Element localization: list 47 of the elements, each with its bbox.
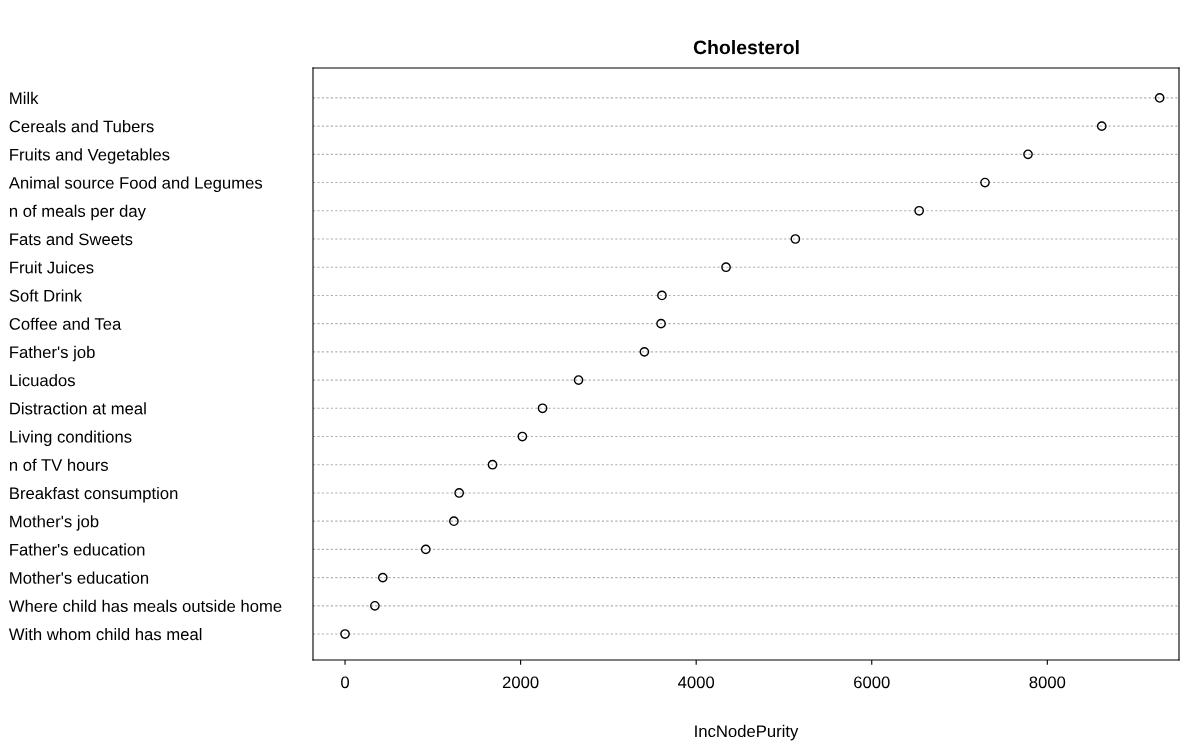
- y-tick-label: Fats and Sweets: [10, 232, 133, 246]
- x-tick-label: 4000: [678, 676, 715, 689]
- y-tick-label: With whom child has meal: [8, 628, 202, 641]
- point: [537, 403, 548, 414]
- point: [1096, 121, 1107, 131]
- x-tick-label: 8000: [1029, 676, 1066, 689]
- y-tick-label: Animal source Food and Legumes: [8, 176, 263, 193]
- y-tick-label: Living conditions: [10, 430, 132, 447]
- point: [487, 459, 498, 470]
- x-tick-label: 6000: [854, 676, 890, 689]
- x-axis-title: IncNodePurity: [695, 724, 799, 741]
- point: [370, 600, 380, 611]
- point: [657, 290, 667, 301]
- point: [639, 347, 650, 357]
- y-tick-label: Soft Drink: [9, 289, 83, 302]
- y-tick-label: Mother's job: [10, 515, 99, 531]
- y-tick-label: Fruit Juices: [10, 261, 94, 274]
- y-tick-label: Where child has meals outside home: [8, 599, 282, 613]
- y-tick-label: Distraction at meal: [10, 402, 146, 415]
- chart-title: Cholesterol: [693, 40, 799, 55]
- y-tick-label: Breakfast consumption: [10, 486, 178, 503]
- point: [573, 375, 584, 385]
- y-tick-label: Coffee and Tea: [9, 317, 122, 330]
- point: [340, 629, 350, 639]
- y-tick-label: n of meals per day: [9, 204, 146, 221]
- y-tick-label: Licuados: [10, 374, 75, 387]
- point: [449, 516, 459, 527]
- y-tick-label: Cereals and Tubers: [9, 120, 154, 133]
- point: [914, 205, 925, 216]
- point: [980, 177, 990, 188]
- point: [1154, 93, 1165, 103]
- y-tick-label: Milk: [10, 91, 39, 104]
- y-tick-label: Father's job: [10, 345, 95, 362]
- point: [1023, 149, 1033, 160]
- point: [656, 318, 666, 329]
- point: [420, 544, 431, 555]
- y-tick-label: Father's education: [10, 543, 145, 556]
- y-tick-label: Mother's education: [10, 571, 149, 584]
- point: [377, 572, 388, 583]
- y-tick-label: Fruits and Vegetables: [10, 148, 170, 164]
- point: [721, 262, 731, 273]
- point: [454, 488, 465, 498]
- x-tick-label: 0: [341, 676, 350, 689]
- point: [790, 234, 801, 244]
- y-tick-label: n of TV hours: [9, 458, 108, 471]
- x-tick-label: 2000: [502, 676, 539, 689]
- point: [517, 431, 528, 442]
